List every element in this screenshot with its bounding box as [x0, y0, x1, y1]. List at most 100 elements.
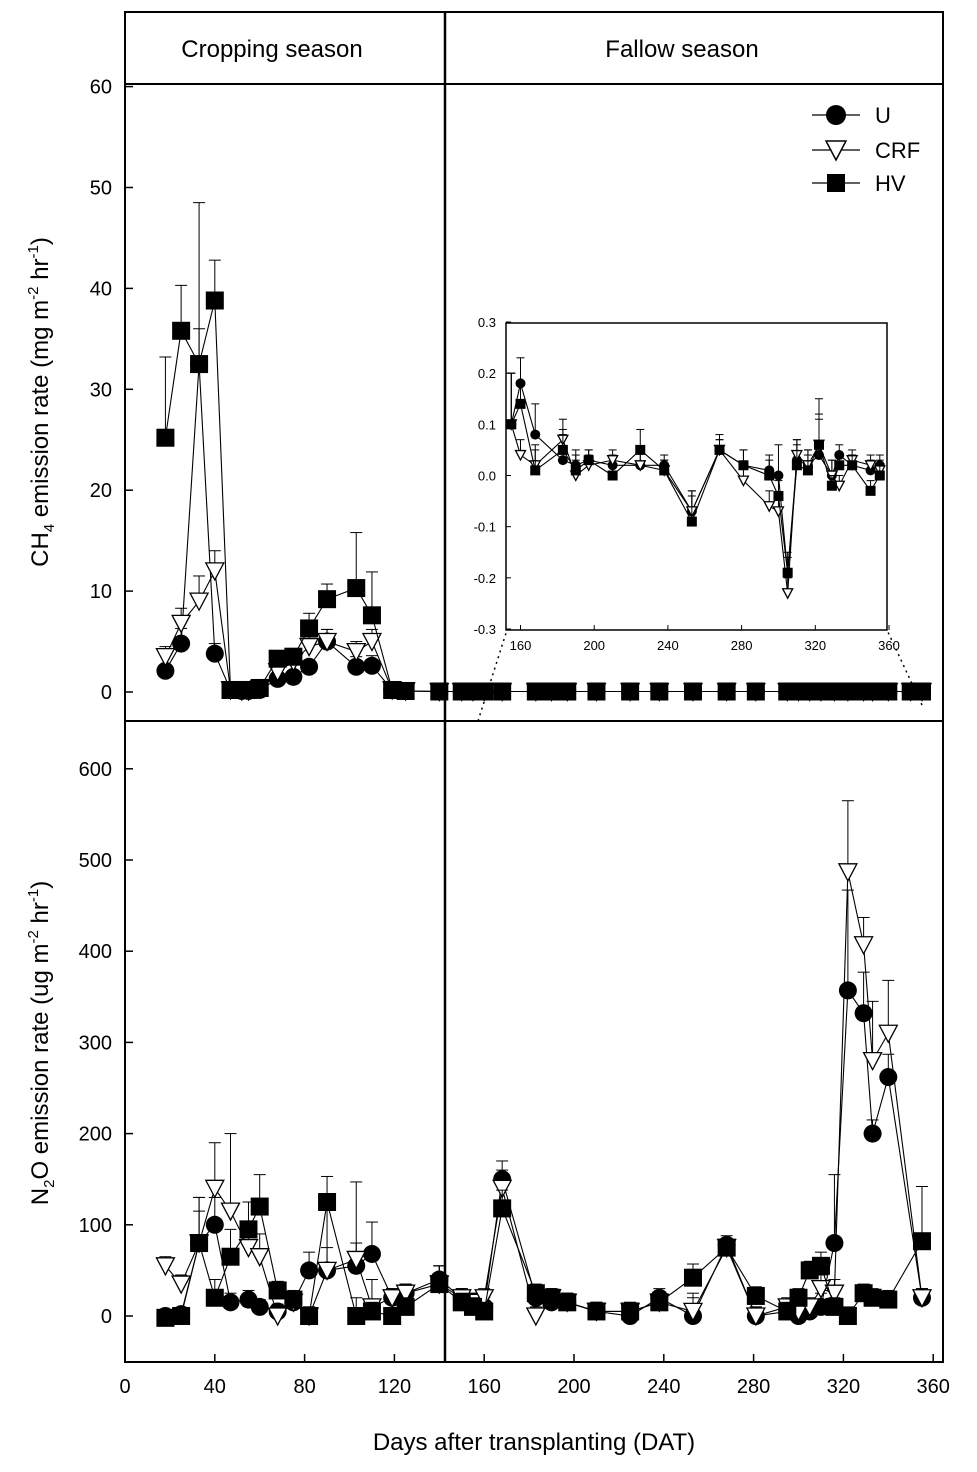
ch4-crf-point [171, 614, 192, 634]
n2o-crf-point [878, 1024, 899, 1044]
inset-crf-point [781, 588, 794, 600]
x-tick-label: 120 [378, 1376, 411, 1398]
x-tick-label: 320 [827, 1376, 860, 1398]
inset-crf-point [772, 506, 785, 518]
inset-zoom-line-right [886, 629, 923, 706]
legend-label-hv: HV [875, 171, 906, 196]
n2o-hv-point [650, 1293, 669, 1312]
ch4-hv-point [156, 428, 175, 447]
inset-hv-point [714, 444, 725, 455]
n2o-series [155, 800, 933, 1327]
n2o-crf-point [837, 863, 858, 883]
ch4-hv-point [284, 647, 303, 666]
legend-marker-u [826, 105, 846, 125]
ch4-hv-point [746, 682, 765, 701]
n2o-hv-point [239, 1220, 258, 1239]
x-tick-label: 160 [468, 1376, 501, 1398]
legend-label-u: U [875, 103, 891, 128]
ch4-ylabel-sup-2: -1 [25, 245, 42, 258]
inset-u-point [530, 429, 541, 440]
n2o-hv-point [347, 1307, 366, 1325]
n2o-series-hv [156, 1174, 931, 1327]
n2o-u-point [825, 1234, 844, 1253]
n2o-u-point [863, 1124, 882, 1143]
n2o-hv-point [912, 1232, 931, 1251]
inset-x-tick-label: 200 [583, 638, 605, 653]
ch4-crf-point [299, 637, 320, 657]
ch4-crf-point [155, 648, 176, 668]
ch4-hv-point [250, 678, 269, 697]
ch4-hv-point [912, 682, 931, 701]
n2o-hv-point [221, 1247, 240, 1266]
inset-hv-point [782, 567, 793, 578]
n2o-hv-point [778, 1302, 797, 1321]
n2o-y-tick-label: 0 [101, 1306, 112, 1328]
n2o-y-tick-label: 300 [79, 1032, 112, 1054]
ch4-ylabel-sub: 4 [41, 524, 58, 532]
inset-y-tick-label: -0.1 [474, 520, 496, 535]
n2o-crf-point [204, 1179, 225, 1199]
ch4-ylabel-part-4: hr [27, 258, 54, 286]
ch4-hv-point [542, 682, 561, 701]
inset-x-tick-label: 240 [657, 638, 679, 653]
n2o-hv-point [811, 1256, 830, 1275]
inset-crf-point [634, 460, 647, 472]
n2o-u-point [300, 1261, 319, 1280]
n2o-ylabel-sub: 2 [41, 1180, 58, 1188]
x-tick-label: 0 [119, 1376, 130, 1398]
ch4-hv-point [475, 682, 494, 701]
n2o-hv-point [863, 1288, 882, 1307]
ch4-y-axis-title: CH4 emission rate (mg m-2 hr-1) [25, 237, 58, 567]
n2o-y-tick-label: 500 [79, 850, 112, 872]
n2o-crf-point [853, 936, 874, 956]
x-tick-label: 240 [647, 1376, 680, 1398]
inset-crf-point [763, 501, 776, 513]
n2o-hv-point [526, 1284, 545, 1303]
x-tick-label: 360 [917, 1376, 950, 1398]
n2o-crf-point [395, 1284, 416, 1304]
inset-x-tick-label: 280 [731, 638, 753, 653]
n2o-y-tick-label: 400 [79, 941, 112, 963]
n2o-hv-point [587, 1302, 606, 1321]
ch4-ylabel-sup-1: -2 [25, 286, 42, 299]
n2o-crf-point [171, 1275, 192, 1295]
n2o-hv-point [838, 1307, 857, 1325]
inset-y-tick-label: 0.0 [478, 469, 496, 484]
ch4-u-point [347, 657, 366, 676]
n2o-crf-point [220, 1202, 241, 1222]
n2o-hv-point [493, 1199, 512, 1218]
inset-x-tick-label: 320 [804, 638, 826, 653]
ch4-crf-point [189, 592, 210, 612]
ch4-hv-point [683, 682, 702, 701]
legend-marker-crf [824, 140, 848, 162]
n2o-hv-point [475, 1302, 494, 1321]
ch4-fallow-inset: -0.3 -0.2 -0.1 0.0 0.1 0.2 0.3 160 200 240 280 320 3… [474, 315, 900, 653]
inset-hv-point [635, 444, 646, 455]
n2o-hv-point [542, 1288, 561, 1307]
ch4-hv-point [493, 682, 512, 701]
ch4-hv-point [558, 682, 577, 701]
inset-hv-point [506, 419, 517, 430]
ch4-y-tick-label: 50 [90, 178, 112, 200]
cropping-season-label: Cropping season [181, 36, 362, 63]
n2o-u-point [205, 1215, 224, 1234]
inset-hv-point [773, 490, 784, 501]
ch4-crf-point [204, 562, 225, 582]
n2o-hv-point [362, 1302, 381, 1321]
inset-hv-point [557, 444, 568, 455]
inset-crf-point [864, 460, 877, 472]
inset-x-tick-label: 160 [510, 638, 532, 653]
n2o-hv-point [250, 1197, 269, 1216]
n2o-hv-point [746, 1286, 765, 1305]
n2o-axes: 0 100 200 300 400 500 600 0 40 80 120 160 200 240 280 3… [79, 759, 950, 1398]
n2o-hv-point [558, 1293, 577, 1312]
n2o-u-point [221, 1293, 240, 1312]
n2o-crf-point [346, 1250, 367, 1270]
n2o-crf-point [862, 1051, 883, 1072]
inset-u-point [773, 470, 784, 481]
n2o-crf-point [682, 1302, 704, 1322]
inset-y-tick-label: 0.2 [478, 366, 496, 381]
inset-x-tick-label: 360 [878, 638, 900, 653]
inset-hv-point [659, 465, 670, 476]
ch4-hv-point [347, 579, 366, 598]
